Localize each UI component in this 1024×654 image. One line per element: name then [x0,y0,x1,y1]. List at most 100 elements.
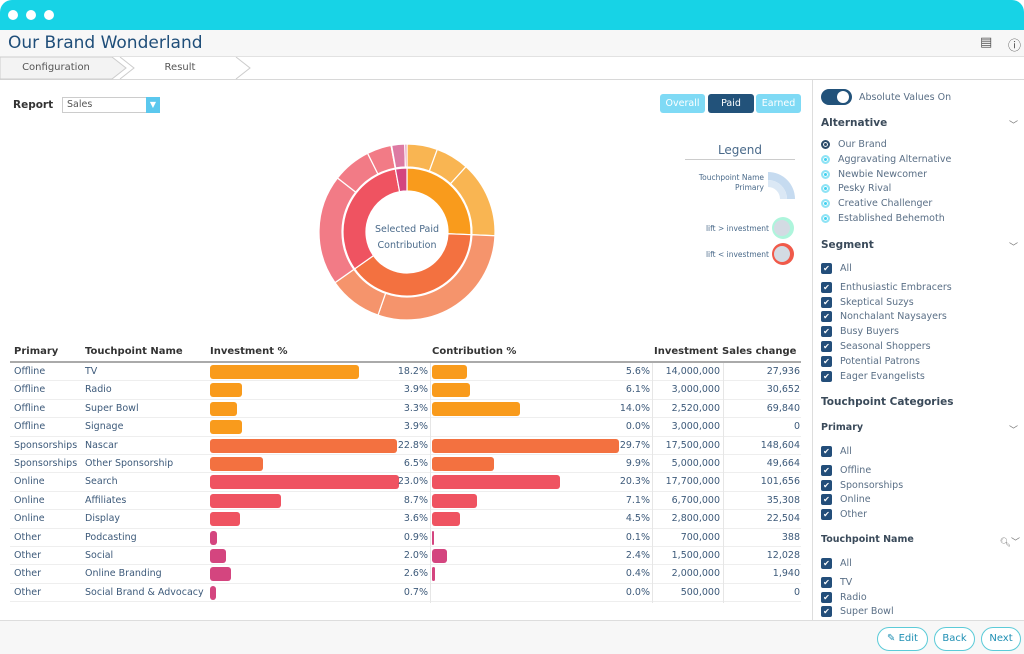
footer: ✎ Edit Back Next [0,620,1024,654]
cell-contribution-pct: 14.0% [619,402,650,414]
cell-primary: Other [14,531,41,543]
cell-primary: Offline [14,366,46,377]
checkbox-icon[interactable]: ✔ [821,355,832,367]
radio-our-brand[interactable]: Our Brand [821,138,887,152]
earned-button[interactable]: Earned [756,94,801,113]
contribution-bar [432,512,461,527]
checkbox-icon[interactable]: ✔ [821,326,832,338]
chevron-down-icon[interactable]: ﹀ [1008,243,1018,253]
chevron-down-icon[interactable]: ﹀ [1008,121,1018,131]
checkbox-online[interactable]: ✔ Online [821,493,871,507]
checkbox-icon[interactable]: ✔ [821,464,832,476]
cell-sales-change: 388 [781,531,800,543]
cell-primary: Online [14,494,45,506]
checkbox-seasonal-shoppers[interactable]: ✔ Seasonal Shoppers [821,340,931,354]
option-label: Creative Challenger [838,198,933,210]
option-label: Offline [840,464,872,476]
cell-investment-pct: 2.0% [403,550,428,561]
checkbox-busy-buyers[interactable]: ✔ Busy Buyers [821,325,899,339]
back-button[interactable]: Back [934,627,975,651]
checkbox-icon[interactable]: ✔ [821,509,832,521]
document-icon[interactable]: ▤ [980,35,993,50]
edit-button[interactable]: ✎ Edit [877,627,928,651]
option-label: Other [840,509,867,521]
radio-icon[interactable] [821,169,830,179]
cell-primary: Other [14,568,41,580]
table-row [10,565,801,584]
checkbox-icon[interactable]: ✔ [821,606,832,618]
checkbox-icon[interactable]: ✔ [821,263,832,274]
tab-configuration[interactable]: Configuration [22,62,90,73]
checkbox-icon[interactable]: ✔ [821,494,832,506]
checkbox-other[interactable]: ✔ Other [821,508,867,522]
next-button[interactable]: Next [981,627,1021,651]
checkbox-all[interactable]: ✔ All [821,445,852,459]
cell-contribution-pct: 6.1% [625,384,650,396]
chevron-down-icon[interactable]: ▼ [146,97,160,113]
cell-contribution-pct: 0.1% [625,531,650,543]
cell-investment: 1,500,000 [671,550,720,561]
cell-investment: 2,000,000 [671,568,720,580]
checkbox-icon[interactable]: ✔ [821,370,832,382]
radio-icon[interactable] [821,214,830,223]
checkbox-potential-patrons[interactable]: ✔ Potential Patrons [821,355,920,369]
checkbox-skeptical-suzys[interactable]: ✔ Skeptical Suzys [821,296,914,310]
paid-button[interactable]: Paid [708,94,754,113]
checkbox-icon[interactable]: ✔ [821,281,832,293]
col-sales-change: Sales change [722,346,797,357]
contribution-bar [432,549,448,563]
checkbox-icon[interactable]: ✔ [821,479,832,491]
radio-aggravating-alternative[interactable]: Aggravating Alternative [821,153,951,167]
checkbox-icon[interactable]: ✔ [821,591,832,603]
contribution-bar [432,493,477,508]
checkbox-eager-evangelists[interactable]: ✔ Eager Evangelists [821,370,925,384]
investment-bar [210,475,399,490]
cell-investment: 14,000,000 [665,366,720,377]
radio-established-behemoth[interactable]: Established Behemoth [821,212,945,226]
checkbox-icon[interactable]: ✔ [821,558,832,569]
checkbox-icon[interactable]: ✔ [821,311,832,323]
checkbox-tv[interactable]: ✔ TV [821,576,852,590]
chevron-down-icon[interactable]: ﹀ [1008,426,1018,436]
header-divider [10,361,801,363]
contribution-bar [432,383,471,398]
checkbox-super-bowl[interactable]: ✔ Super Bowl [821,605,894,619]
checkbox-radio[interactable]: ✔ Radio [821,591,867,605]
checkbox-icon[interactable]: ✔ [821,296,832,308]
cell-investment-pct: 3.9% [403,384,428,396]
radio-pesky-rival[interactable]: Pesky Rival [821,182,891,196]
radio-icon[interactable] [821,154,830,164]
inner-slice-other[interactable] [394,167,408,193]
checkbox-icon[interactable]: ✔ [821,446,832,457]
checkbox-offline[interactable]: ✔ Offline [821,464,871,478]
checkbox-nonchalant-naysayers[interactable]: ✔ Nonchalant Naysayers [821,310,947,324]
info-icon[interactable]: ⓘ [1008,39,1022,54]
overall-button[interactable]: Overall [660,94,705,113]
report-select[interactable]: Sales ▼ [62,97,160,113]
tab-result[interactable]: Result [164,62,196,73]
cell-touchpoint: Online Branding [85,568,162,580]
radio-creative-challenger[interactable]: Creative Challenger [821,197,932,211]
checkbox-all[interactable]: ✔ All [821,557,852,571]
radio-icon[interactable] [821,199,830,209]
radio-icon[interactable] [821,184,830,194]
col-touchpoint: Touchpoint Name [85,346,183,357]
donut-center-line2: Contribution [377,240,437,251]
outer-slice-online-branding[interactable] [404,143,408,168]
investment-bar [210,567,232,582]
checkbox-all[interactable]: ✔ All [821,262,852,276]
cell-investment-pct: 18.2% [397,366,428,377]
radio-icon[interactable] [821,140,830,149]
cell-contribution-pct: 9.9% [625,458,650,469]
checkbox-icon[interactable]: ✔ [821,576,832,588]
checkbox-enthusiastic-embracers[interactable]: ✔ Enthusiastic Embracers [821,281,952,295]
search-icon[interactable]: 🔍︎﹀ [999,538,1020,548]
radio-newbie-newcomer[interactable]: Newbie Newcomer [821,168,927,182]
contribution-bar [432,365,468,379]
checkbox-icon[interactable]: ✔ [821,341,832,352]
cell-touchpoint: Radio [85,384,112,396]
legend-ring-outer: Touchpoint Name [698,173,764,182]
checkbox-sponsorships[interactable]: ✔ Sponsorships [821,479,903,493]
lift-gt-icon [772,217,794,239]
absolute-values-toggle[interactable] [821,89,852,105]
